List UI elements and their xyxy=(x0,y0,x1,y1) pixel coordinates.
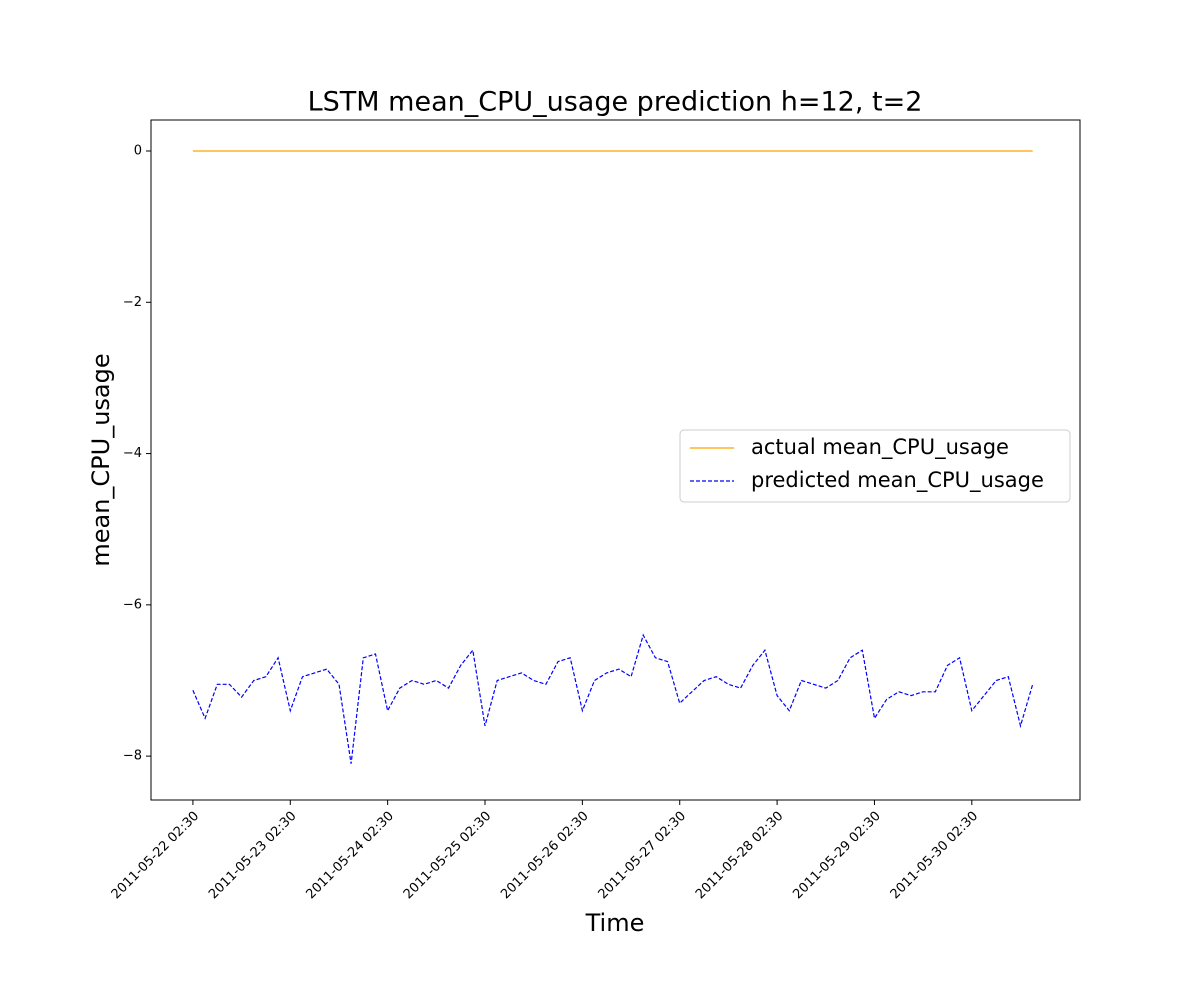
y-tick-label: −8 xyxy=(123,749,142,764)
legend-box xyxy=(679,429,1071,503)
y-tick-label: −4 xyxy=(123,446,142,461)
legend-label: actual mean_CPU_usage xyxy=(751,435,1009,460)
plot-frame xyxy=(150,119,1081,801)
x-tick-label: 2011-05-26 02:30 xyxy=(498,809,591,902)
legend-label: predicted mean_CPU_usage xyxy=(751,468,1044,493)
x-tick-label: 2011-05-24 02:30 xyxy=(303,809,396,902)
y-tick-label: −6 xyxy=(123,597,142,612)
x-tick-label: 2011-05-28 02:30 xyxy=(693,809,786,902)
legend: actual mean_CPU_usage predicted mean_CPU_… xyxy=(679,429,1071,503)
x-tick-label: 2011-05-29 02:30 xyxy=(790,809,883,902)
y-tick-label: −2 xyxy=(123,295,142,310)
y-tick-label: 0 xyxy=(134,144,142,159)
x-tick-label: 2011-05-23 02:30 xyxy=(206,809,299,902)
x-tick-label: 2011-05-25 02:30 xyxy=(401,809,494,902)
x-tick-label: 2011-05-27 02:30 xyxy=(596,809,689,902)
chart-title: LSTM mean_CPU_usage prediction h=12, t=2 xyxy=(308,87,923,118)
y-axis-label: mean_CPU_usage xyxy=(87,353,115,566)
data-line xyxy=(192,633,1034,764)
x-tick-label: 2011-05-30 02:30 xyxy=(888,809,981,902)
x-axis-label: Time xyxy=(585,909,645,937)
x-tick-label: 2011-05-22 02:30 xyxy=(109,809,202,902)
